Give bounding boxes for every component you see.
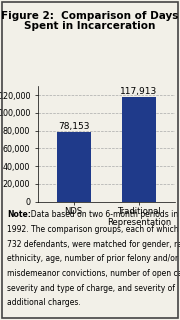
Text: ethnicity, age, number of prior felony and/or: ethnicity, age, number of prior felony a…: [7, 254, 178, 263]
Text: Data based on two 6-month periods in 1991 and: Data based on two 6-month periods in 199…: [26, 210, 180, 219]
Text: additional charges.: additional charges.: [7, 298, 81, 307]
Text: 78,153: 78,153: [58, 122, 89, 131]
Bar: [122, 97, 156, 202]
Bar: [57, 132, 91, 202]
Text: severity and type of charge, and severity of: severity and type of charge, and severit…: [7, 284, 175, 292]
Text: Note:: Note:: [7, 210, 31, 219]
Text: 117,913: 117,913: [120, 86, 157, 95]
Text: 1992. The comparison groups, each of which contained: 1992. The comparison groups, each of whi…: [7, 225, 180, 234]
Text: Figure 2:  Comparison of Days: Figure 2: Comparison of Days: [1, 11, 179, 21]
Text: misdemeanor convictions, number of open cases,: misdemeanor convictions, number of open …: [7, 269, 180, 278]
Text: 732 defendants, were matched for gender, race or: 732 defendants, were matched for gender,…: [7, 240, 180, 249]
Text: Spent in Incarceration: Spent in Incarceration: [24, 21, 156, 31]
